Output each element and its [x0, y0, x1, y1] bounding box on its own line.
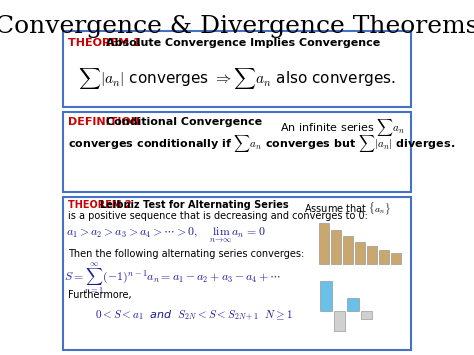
Text: is a positive sequence that is decreasing and converges to 0:: is a positive sequence that is decreasin…: [68, 211, 368, 221]
Text: THEOREM 1: THEOREM 1: [68, 38, 141, 48]
FancyBboxPatch shape: [63, 112, 411, 192]
Bar: [320, 282, 332, 311]
Bar: [355, 242, 365, 264]
Text: Conditional Convergence: Conditional Convergence: [106, 117, 262, 127]
Text: Leibniz Test for Alternating Series: Leibniz Test for Alternating Series: [100, 200, 289, 211]
Bar: [343, 236, 353, 264]
FancyBboxPatch shape: [63, 31, 411, 107]
FancyBboxPatch shape: [63, 197, 411, 350]
Text: Assume that $\{a_n\}$: Assume that $\{a_n\}$: [304, 200, 391, 217]
Text: $a_1 > a_2 > a_3 > a_4 > \cdots > 0, \quad \lim_{n\to\infty} a_n = 0$: $a_1 > a_2 > a_3 > a_4 > \cdots > 0, \qu…: [66, 226, 266, 245]
Text: $0 < S < a_1$  and  $S_{2N} < S < S_{2N+1}$  $N \geq 1$: $0 < S < a_1$ and $S_{2N} < S < S_{2N+1}…: [95, 308, 293, 322]
Bar: [319, 223, 329, 264]
Text: $\sum|a_n|$ converges $\Rightarrow \sum a_n$ also converges.: $\sum|a_n|$ converges $\Rightarrow \sum …: [78, 66, 396, 91]
Text: An infinite series $\sum a_n$: An infinite series $\sum a_n$: [280, 117, 405, 138]
Text: Then the following alternating series converges:: Then the following alternating series co…: [68, 248, 304, 259]
Bar: [379, 250, 389, 264]
Bar: [367, 246, 377, 264]
Bar: [347, 298, 359, 311]
Text: Furthermore,: Furthermore,: [68, 290, 132, 300]
Bar: [361, 311, 373, 319]
Text: $S = \sum_{n=1}^{\infty}(-1)^{n-1} a_n = a_1 - a_2 + a_3 - a_4 + \cdots$: $S = \sum_{n=1}^{\infty}(-1)^{n-1} a_n =…: [64, 261, 282, 296]
Bar: [331, 230, 341, 264]
Text: converges conditionally if $\sum a_n$ converges but $\sum|a_n|$ diverges.: converges conditionally if $\sum a_n$ co…: [68, 133, 456, 154]
Text: DEFINITION: DEFINITION: [68, 117, 140, 127]
Bar: [391, 253, 401, 264]
Bar: [334, 311, 346, 331]
Text: THEOREM 2: THEOREM 2: [68, 200, 132, 211]
Text: Absolute Convergence Implies Convergence: Absolute Convergence Implies Convergence: [106, 38, 380, 48]
Text: Convergence & Divergence Theorems: Convergence & Divergence Theorems: [0, 16, 474, 38]
